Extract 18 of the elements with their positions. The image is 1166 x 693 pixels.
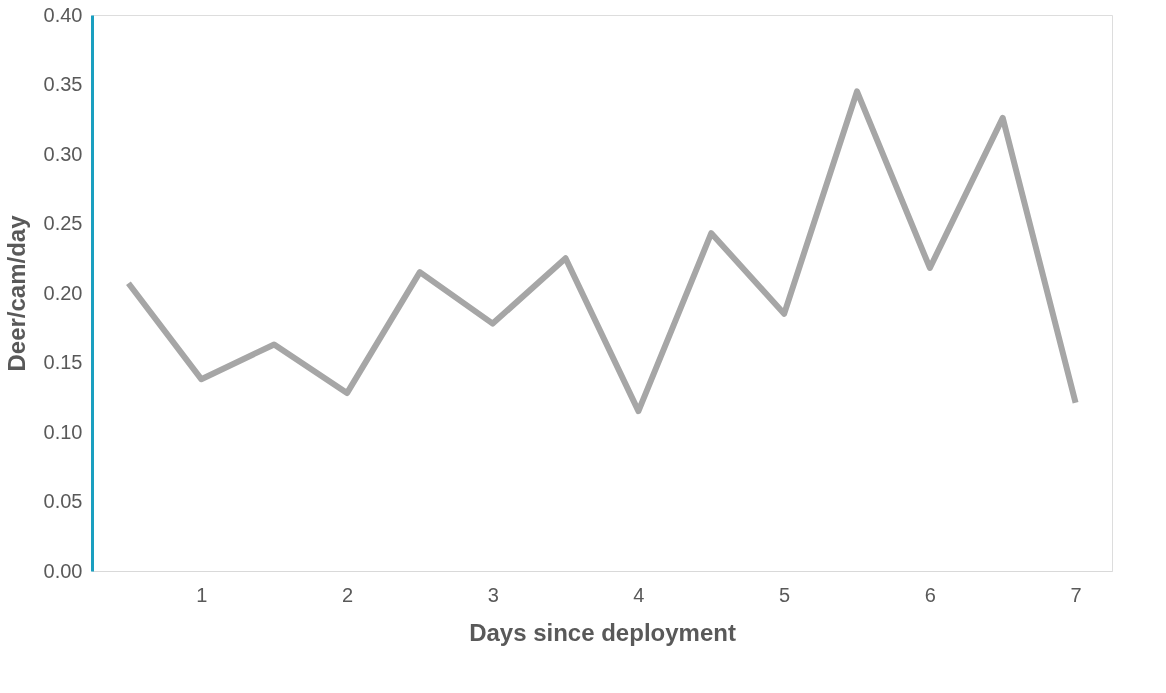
x-tick-label: 4	[633, 583, 645, 606]
y-tick-label: 0.10	[43, 420, 83, 443]
y-axis-title: Deer/cam/day	[2, 214, 30, 372]
y-tick-label: 0.25	[43, 212, 83, 234]
y-tick-label: 0.15	[43, 351, 83, 373]
y-tick-label: 0.00	[43, 559, 83, 582]
y-tick-label: 0.20	[43, 281, 83, 304]
y-tick-label: 0.40	[43, 3, 83, 26]
y-tick-label: 0.35	[43, 73, 83, 95]
x-tick-label: 1	[196, 583, 208, 606]
x-tick-label: 6	[924, 583, 936, 606]
x-axis-title: Days since deployment	[469, 618, 736, 646]
x-tick-label: 7	[1070, 583, 1082, 606]
x-tick-label: 2	[341, 583, 354, 606]
y-tick-label: 0.30	[43, 142, 83, 165]
x-tick-label: 5	[779, 583, 791, 606]
y-tick-label: 0.05	[43, 490, 83, 512]
x-tick-label: 3	[487, 583, 499, 606]
